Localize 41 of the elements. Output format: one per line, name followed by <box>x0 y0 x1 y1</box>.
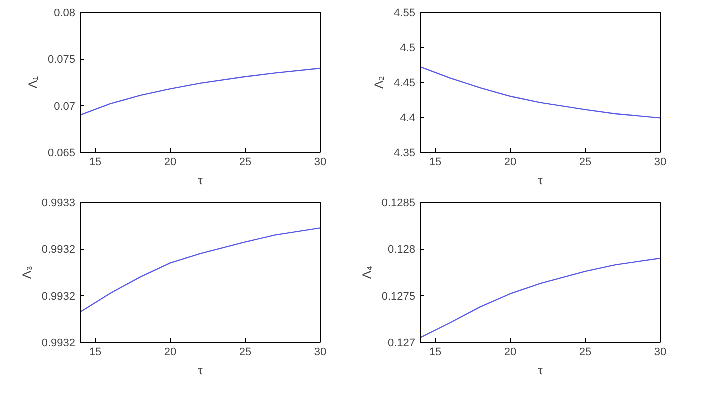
x-tick-label: 30 <box>314 346 327 358</box>
y-tick-label: 0.9932 <box>42 244 76 256</box>
x-tick-label: 20 <box>504 156 517 168</box>
y-tick-label: 0.128 <box>388 244 416 256</box>
x-tick-label: 25 <box>579 346 592 358</box>
y-tick-label: 0.08 <box>54 8 76 20</box>
y-tick-label: 4.35 <box>394 148 416 160</box>
x-tick-label: 25 <box>239 346 252 358</box>
y-tick-label: 0.1275 <box>382 290 416 303</box>
x-tick-label: 15 <box>429 156 442 168</box>
y-axis-title: Λ₄ <box>360 266 374 279</box>
y-tick-label: 4.4 <box>400 112 416 124</box>
y-axis-title: Λ₁ <box>26 76 40 89</box>
y-tick-label: 0.9933 <box>42 198 76 210</box>
y-tick-label: 0.065 <box>48 148 76 160</box>
x-tick-label: 20 <box>504 346 517 358</box>
x-axis-title: τ <box>198 174 204 188</box>
x-tick-label: 15 <box>89 346 102 358</box>
x-axis-title: τ <box>198 364 204 378</box>
y-tick-label: 0.1285 <box>382 198 416 210</box>
x-tick-label: 30 <box>314 156 327 168</box>
x-tick-label: 25 <box>579 156 592 168</box>
x-tick-label: 20 <box>164 346 177 358</box>
y-tick-label: 4.45 <box>394 78 416 90</box>
x-tick-label: 15 <box>429 346 442 358</box>
x-tick-label: 30 <box>654 156 667 168</box>
y-tick-label: 4.55 <box>394 8 416 20</box>
y-tick-label: 0.9932 <box>42 338 76 350</box>
y-tick-label: 0.127 <box>388 338 416 350</box>
x-tick-label: 20 <box>164 156 177 168</box>
x-tick-label: 30 <box>654 346 667 358</box>
y-tick-label: 4.5 <box>400 42 416 54</box>
y-tick-label: 0.9932 <box>42 290 76 303</box>
y-axis-title: Λ₂ <box>372 76 386 89</box>
y-tick-label: 0.075 <box>48 54 76 66</box>
x-axis-title: τ <box>538 364 544 378</box>
x-axis-title: τ <box>538 174 544 188</box>
x-tick-label: 25 <box>239 156 252 168</box>
y-axis-title: Λ₃ <box>20 266 34 279</box>
x-tick-label: 15 <box>89 156 102 168</box>
y-tick-label: 0.07 <box>54 100 76 113</box>
